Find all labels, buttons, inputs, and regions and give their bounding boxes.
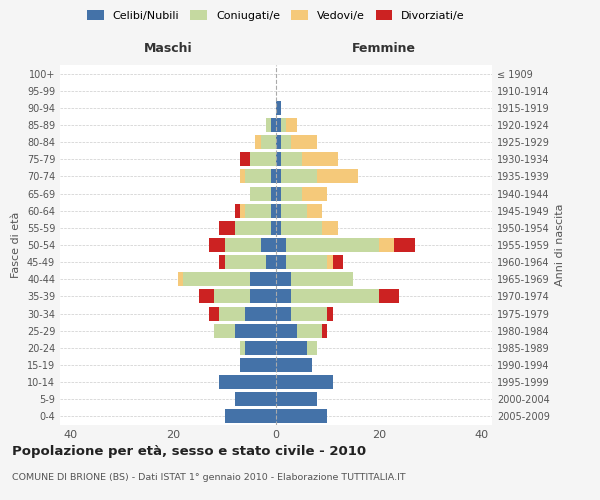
Bar (266, 255, 276, 269)
Bar (184, 272, 250, 286)
Bar (250, 272, 276, 286)
Bar (281, 118, 286, 132)
Text: COMUNE DI BRIONE (BS) - Dati ISTAT 1° gennaio 2010 - Elaborazione TUTTITALIA.IT: COMUNE DI BRIONE (BS) - Dati ISTAT 1° ge… (12, 472, 406, 482)
Bar (260, 238, 276, 252)
Bar (276, 341, 307, 355)
Bar (276, 204, 281, 218)
Bar (220, 306, 245, 320)
Bar (322, 324, 328, 338)
Bar (317, 170, 358, 183)
Bar (260, 135, 276, 149)
Bar (276, 170, 281, 183)
Bar (322, 221, 338, 235)
Bar (276, 238, 286, 252)
Bar (250, 152, 276, 166)
Y-axis label: Fasce di età: Fasce di età (11, 212, 21, 278)
Bar (224, 238, 260, 252)
Bar (394, 238, 415, 252)
Bar (178, 272, 184, 286)
Bar (271, 118, 276, 132)
Bar (328, 255, 332, 269)
Bar (250, 290, 276, 304)
Bar (276, 306, 292, 320)
Bar (302, 152, 338, 166)
Bar (332, 255, 343, 269)
Bar (292, 290, 379, 304)
Bar (281, 204, 307, 218)
Bar (328, 306, 332, 320)
Bar (224, 410, 276, 424)
Bar (292, 272, 353, 286)
Bar (276, 375, 332, 389)
Bar (245, 341, 276, 355)
Bar (271, 186, 276, 200)
Bar (245, 204, 271, 218)
Bar (220, 375, 276, 389)
Bar (240, 358, 276, 372)
Bar (276, 324, 296, 338)
Bar (276, 135, 281, 149)
Bar (379, 238, 394, 252)
Bar (214, 290, 250, 304)
Bar (276, 290, 292, 304)
Text: Popolazione per età, sesso e stato civile - 2010: Popolazione per età, sesso e stato civil… (12, 445, 366, 458)
Bar (271, 221, 276, 235)
Bar (296, 324, 322, 338)
Bar (209, 238, 224, 252)
Legend: Celibi/Nubili, Coniugati/e, Vedovi/e, Divorziati/e: Celibi/Nubili, Coniugati/e, Vedovi/e, Di… (83, 6, 469, 25)
Bar (307, 204, 322, 218)
Bar (250, 186, 271, 200)
Bar (240, 170, 245, 183)
Bar (286, 238, 379, 252)
Bar (292, 135, 317, 149)
Bar (286, 118, 296, 132)
Bar (199, 290, 214, 304)
Bar (276, 186, 281, 200)
Bar (281, 170, 317, 183)
Bar (235, 221, 271, 235)
Bar (220, 255, 224, 269)
Bar (307, 341, 317, 355)
Bar (276, 392, 317, 406)
Bar (240, 152, 250, 166)
Bar (276, 358, 312, 372)
Bar (276, 152, 281, 166)
Bar (276, 101, 281, 115)
Bar (224, 255, 266, 269)
Bar (245, 170, 271, 183)
Text: Femmine: Femmine (352, 42, 416, 54)
Bar (271, 170, 276, 183)
Bar (266, 118, 271, 132)
Bar (235, 392, 276, 406)
Bar (235, 204, 240, 218)
Bar (276, 410, 328, 424)
Bar (209, 306, 220, 320)
Bar (276, 255, 286, 269)
Bar (302, 186, 328, 200)
Bar (220, 221, 235, 235)
Bar (214, 324, 235, 338)
Bar (281, 221, 322, 235)
Bar (245, 306, 276, 320)
Text: Maschi: Maschi (143, 42, 193, 54)
Bar (276, 272, 292, 286)
Bar (286, 255, 328, 269)
Bar (281, 186, 302, 200)
Bar (281, 152, 302, 166)
Bar (276, 221, 281, 235)
Bar (235, 324, 276, 338)
Bar (292, 306, 328, 320)
Bar (256, 135, 260, 149)
Bar (240, 341, 245, 355)
Bar (281, 135, 292, 149)
Bar (276, 118, 281, 132)
Bar (240, 204, 245, 218)
Y-axis label: Anni di nascita: Anni di nascita (555, 204, 565, 286)
Bar (379, 290, 400, 304)
Bar (271, 204, 276, 218)
